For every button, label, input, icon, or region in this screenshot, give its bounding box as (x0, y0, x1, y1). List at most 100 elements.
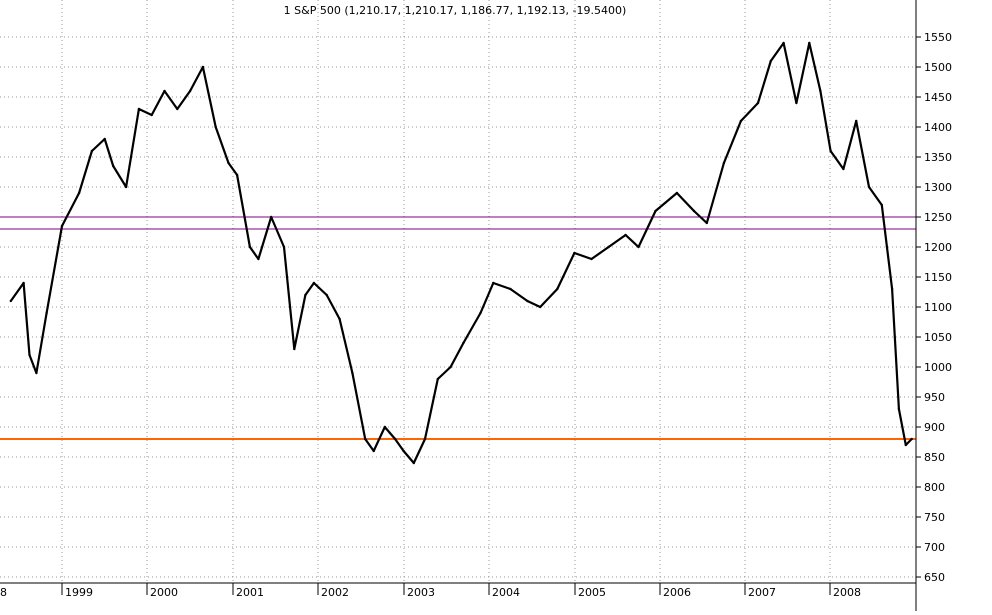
price-point (402, 449, 405, 453)
price-point (393, 437, 397, 441)
price-point (22, 281, 25, 285)
price-point (654, 209, 657, 213)
price-point (103, 137, 106, 141)
y-tick-label: 650 (924, 571, 945, 584)
price-point (364, 437, 367, 441)
x-tick-label: 2002 (321, 586, 349, 599)
price-point (436, 377, 439, 381)
x-tick-label: 2007 (748, 586, 776, 599)
price-point (270, 215, 273, 219)
y-tick-label: 750 (924, 511, 945, 524)
x-tick-label: 8 (0, 586, 7, 599)
y-tick-label: 1400 (924, 121, 952, 134)
price-point (624, 233, 627, 237)
price-point (304, 293, 307, 297)
price-point (479, 311, 482, 315)
price-point (829, 149, 832, 153)
price-point (449, 365, 452, 369)
price-point (325, 293, 328, 297)
price-point (351, 371, 354, 375)
price-point (867, 185, 871, 189)
series-layer (9, 41, 913, 465)
price-point (526, 299, 529, 303)
y-tick-label: 1200 (924, 241, 952, 254)
x-tick-label: 2001 (236, 586, 264, 599)
price-point (739, 119, 743, 123)
price-point (890, 287, 894, 291)
x-tick-label: 2003 (407, 586, 435, 599)
y-tick-label: 1300 (924, 181, 952, 194)
y-tick-label: 1150 (924, 271, 952, 284)
price-point (904, 443, 907, 447)
price-point (248, 245, 252, 249)
price-point (188, 89, 192, 93)
price-point (769, 59, 772, 63)
grid (0, 0, 916, 583)
price-point (28, 353, 31, 357)
price-point (509, 287, 512, 291)
y-tick-label: 1350 (924, 151, 952, 164)
price-point (637, 245, 640, 249)
price-point (897, 407, 901, 411)
price-point (462, 341, 465, 345)
y-tick-label: 1250 (924, 211, 952, 224)
y-tick-label: 1500 (924, 61, 952, 74)
price-point (910, 437, 913, 441)
price-point (607, 245, 610, 249)
price-point (227, 161, 230, 165)
y-tick-label: 1450 (924, 91, 952, 104)
axes: 650 700 750 800 850 900 950 1000 1050 1100 1150 120… (0, 0, 952, 611)
price-point (423, 437, 427, 441)
price-point (312, 281, 316, 285)
price-point (692, 209, 696, 213)
price-point (782, 41, 785, 45)
price-point (77, 191, 81, 195)
price-point (112, 164, 115, 168)
price-point (338, 317, 341, 321)
y-tick-label: 1100 (924, 301, 952, 314)
price-point (539, 305, 542, 309)
horizontal-levels (0, 216, 916, 440)
price-point (756, 101, 760, 105)
y-tick-label: 950 (924, 391, 945, 404)
price-point (492, 281, 495, 285)
price-point (45, 311, 48, 315)
y-tick-label: 1550 (924, 31, 952, 44)
price-point (124, 185, 128, 189)
price-point (60, 224, 64, 228)
price-point (201, 65, 205, 69)
price-point (880, 203, 883, 207)
y-tick-label: 700 (924, 541, 945, 554)
y-tick-label: 1050 (924, 331, 952, 344)
price-point (855, 119, 858, 123)
y-tick-label: 1000 (924, 361, 952, 374)
x-tick-label: 2004 (492, 586, 520, 599)
price-point (705, 221, 708, 225)
x-tick-label: 1999 (65, 586, 93, 599)
price-point (257, 257, 260, 261)
price-point (90, 149, 94, 153)
y-tick-label: 850 (924, 451, 945, 464)
y-tick-label: 900 (924, 421, 945, 434)
price-point (722, 161, 726, 165)
price-point (383, 425, 386, 429)
price-point (795, 101, 798, 105)
price-point (163, 89, 166, 93)
price-point (35, 371, 38, 375)
price-point (282, 245, 286, 249)
price-point (235, 173, 239, 177)
price-point (556, 287, 559, 291)
price-point (808, 41, 811, 45)
price-point (150, 113, 153, 117)
price-point (590, 257, 593, 261)
price-series-line (9, 41, 913, 465)
price-point (137, 107, 141, 111)
price-point (176, 107, 179, 111)
x-tick-label: 2006 (663, 586, 691, 599)
price-point (214, 125, 217, 129)
price-point (372, 449, 375, 453)
chart-title: 1 S&P 500 (1,210.17, 1,210.17, 1,186.77,… (284, 4, 627, 17)
y-tick-label: 800 (924, 481, 945, 494)
price-point (675, 191, 679, 195)
